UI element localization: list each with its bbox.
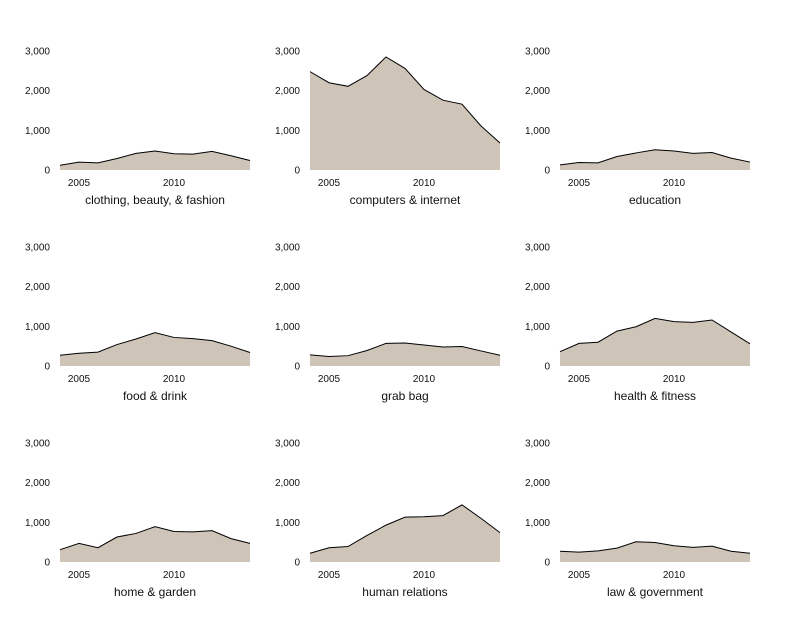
x-tick-label: 2005 xyxy=(68,374,91,385)
panel-plot: 0 1,000 2,000 3,000 2005 2010 xyxy=(250,236,500,386)
series-area xyxy=(310,505,500,562)
x-tick-label: 2010 xyxy=(413,570,436,581)
y-tick-label: 1,000 xyxy=(525,126,550,137)
x-tick-label: 2010 xyxy=(663,374,686,385)
x-tick-label: 2010 xyxy=(163,178,186,189)
series-area xyxy=(60,333,250,366)
chart-panel: 0 1,000 2,000 3,000 2005 2010 food & drink xyxy=(0,236,250,432)
x-tick-label: 2010 xyxy=(663,570,686,581)
panel-title: food & drink xyxy=(60,389,250,403)
panel-title: clothing, beauty, & fashion xyxy=(60,193,250,207)
panel-plot: 0 1,000 2,000 3,000 2005 2010 xyxy=(0,40,250,190)
chart-panel: 0 1,000 2,000 3,000 2005 2010 grab bag xyxy=(250,236,500,432)
panel-plot: 0 1,000 2,000 3,000 2005 2010 xyxy=(0,236,250,386)
panel-title: law & government xyxy=(560,585,750,599)
y-tick-label: 1,000 xyxy=(275,518,300,529)
y-tick-label: 1,000 xyxy=(25,322,50,333)
x-tick-label: 2005 xyxy=(68,570,91,581)
y-tick-label: 2,000 xyxy=(525,86,550,97)
panel-title: home & garden xyxy=(60,585,250,599)
y-tick-label: 3,000 xyxy=(525,243,550,254)
panel-plot: 0 1,000 2,000 3,000 2005 2010 xyxy=(500,432,750,582)
x-tick-label: 2005 xyxy=(68,178,91,189)
panel-title: education xyxy=(560,193,750,207)
y-tick-label: 3,000 xyxy=(275,439,300,450)
y-tick-label: 3,000 xyxy=(25,47,50,58)
y-tick-label: 3,000 xyxy=(525,47,550,58)
y-tick-label: 0 xyxy=(294,166,300,177)
panel-plot: 0 1,000 2,000 3,000 2005 2010 xyxy=(0,432,250,582)
y-tick-label: 2,000 xyxy=(25,478,50,489)
y-tick-label: 3,000 xyxy=(25,243,50,254)
y-tick-label: 2,000 xyxy=(275,282,300,293)
chart-panel: 0 1,000 2,000 3,000 2005 2010 computers & inte… xyxy=(250,40,500,236)
x-tick-label: 2010 xyxy=(163,374,186,385)
chart-panel: 0 1,000 2,000 3,000 2005 2010 human relations xyxy=(250,432,500,628)
x-tick-label: 2010 xyxy=(413,178,436,189)
x-tick-label: 2010 xyxy=(663,178,686,189)
y-tick-label: 0 xyxy=(44,166,50,177)
y-tick-label: 2,000 xyxy=(275,478,300,489)
y-tick-label: 2,000 xyxy=(275,86,300,97)
y-tick-label: 3,000 xyxy=(25,439,50,450)
series-area xyxy=(560,150,750,170)
x-tick-label: 2005 xyxy=(568,570,591,581)
panel-title: computers & internet xyxy=(310,193,500,207)
y-tick-label: 1,000 xyxy=(275,126,300,137)
y-tick-label: 3,000 xyxy=(275,243,300,254)
x-tick-label: 2005 xyxy=(318,374,341,385)
y-tick-label: 0 xyxy=(544,558,550,569)
y-tick-label: 1,000 xyxy=(525,518,550,529)
x-tick-label: 2010 xyxy=(413,374,436,385)
y-tick-label: 1,000 xyxy=(275,322,300,333)
y-tick-label: 2,000 xyxy=(525,282,550,293)
panel-plot: 0 1,000 2,000 3,000 2005 2010 xyxy=(250,40,500,190)
panel-title: grab bag xyxy=(310,389,500,403)
y-tick-label: 2,000 xyxy=(25,86,50,97)
series-area xyxy=(310,343,500,366)
y-tick-label: 3,000 xyxy=(275,47,300,58)
y-tick-label: 0 xyxy=(294,362,300,373)
chart-panel: 0 1,000 2,000 3,000 2005 2010 clothing, beauty… xyxy=(0,40,250,236)
y-tick-label: 3,000 xyxy=(525,439,550,450)
x-tick-label: 2010 xyxy=(163,570,186,581)
x-tick-label: 2005 xyxy=(318,178,341,189)
chart-panel: 0 1,000 2,000 3,000 2005 2010 home & garden xyxy=(0,432,250,628)
y-tick-label: 1,000 xyxy=(25,518,50,529)
y-tick-label: 0 xyxy=(44,558,50,569)
y-tick-label: 2,000 xyxy=(25,282,50,293)
chart-panel: 0 1,000 2,000 3,000 2005 2010 education xyxy=(500,40,750,236)
panel-plot: 0 1,000 2,000 3,000 2005 2010 xyxy=(500,40,750,190)
y-tick-label: 1,000 xyxy=(25,126,50,137)
x-tick-label: 2005 xyxy=(568,374,591,385)
panel-plot: 0 1,000 2,000 3,000 2005 2010 xyxy=(250,432,500,582)
y-tick-label: 0 xyxy=(44,362,50,373)
series-area xyxy=(310,57,500,170)
series-area xyxy=(60,527,250,562)
panel-title: human relations xyxy=(310,585,500,599)
y-tick-label: 0 xyxy=(544,362,550,373)
x-tick-label: 2005 xyxy=(318,570,341,581)
y-tick-label: 0 xyxy=(544,166,550,177)
panel-plot: 0 1,000 2,000 3,000 2005 2010 xyxy=(500,236,750,386)
y-tick-label: 2,000 xyxy=(525,478,550,489)
chart-panel: 0 1,000 2,000 3,000 2005 2010 law & government xyxy=(500,432,750,628)
chart-panel: 0 1,000 2,000 3,000 2005 2010 health & fitness xyxy=(500,236,750,432)
x-tick-label: 2005 xyxy=(568,178,591,189)
y-tick-label: 1,000 xyxy=(525,322,550,333)
panel-title: health & fitness xyxy=(560,389,750,403)
y-tick-label: 0 xyxy=(294,558,300,569)
small-multiples-chart: 0 1,000 2,000 3,000 2005 2010 clothing, beauty… xyxy=(0,0,800,600)
